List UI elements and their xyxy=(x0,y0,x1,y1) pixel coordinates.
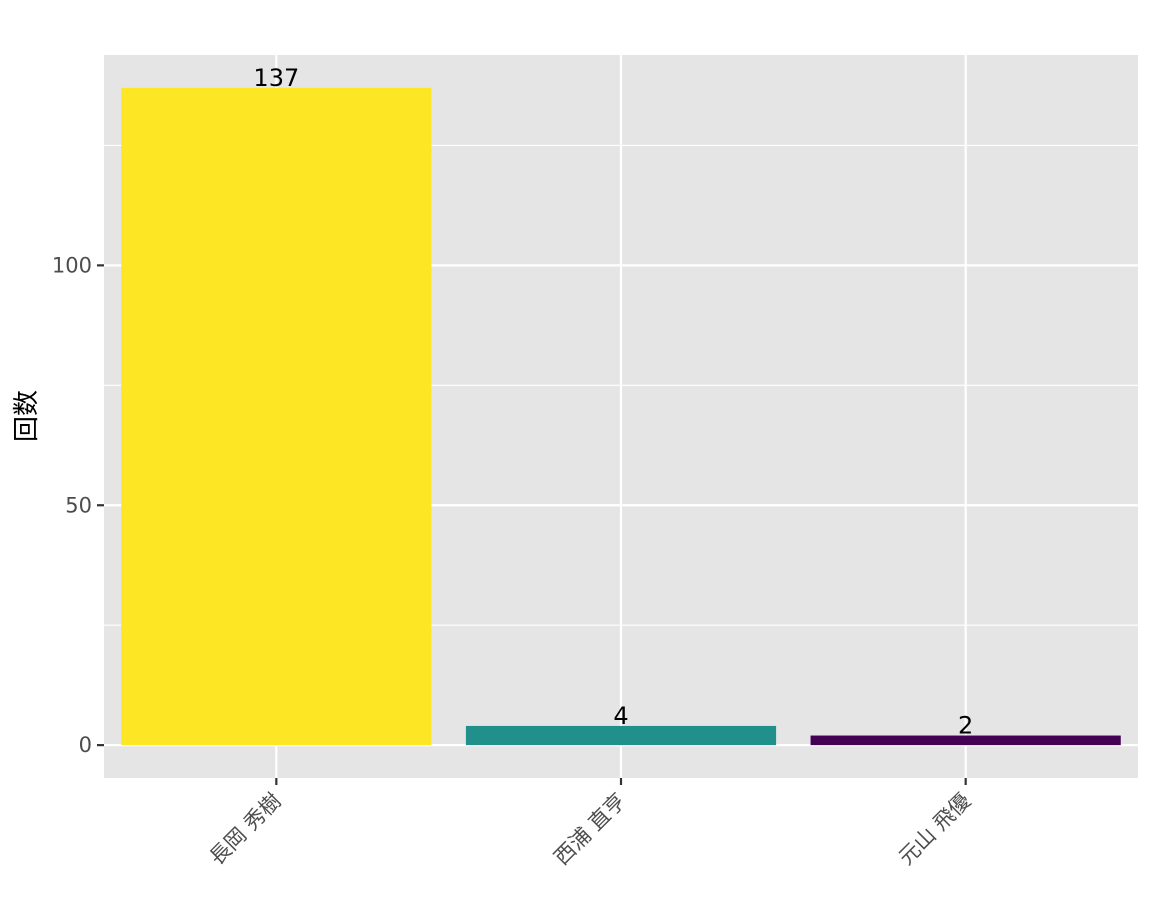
data-label: 4 xyxy=(613,702,628,730)
y-tick-label: 0 xyxy=(79,733,92,757)
y-axis: 0 50 100 xyxy=(52,253,104,757)
data-label: 137 xyxy=(253,64,299,92)
data-label: 2 xyxy=(958,712,973,740)
y-tick-label: 50 xyxy=(65,493,92,517)
bar xyxy=(465,725,777,746)
bars xyxy=(121,87,1121,746)
data-labels: 137 4 2 xyxy=(253,64,973,740)
bar xyxy=(810,735,1121,746)
y-tick-label: 100 xyxy=(52,253,92,277)
y-axis-title: 回数 xyxy=(12,390,42,442)
bar xyxy=(121,87,432,746)
